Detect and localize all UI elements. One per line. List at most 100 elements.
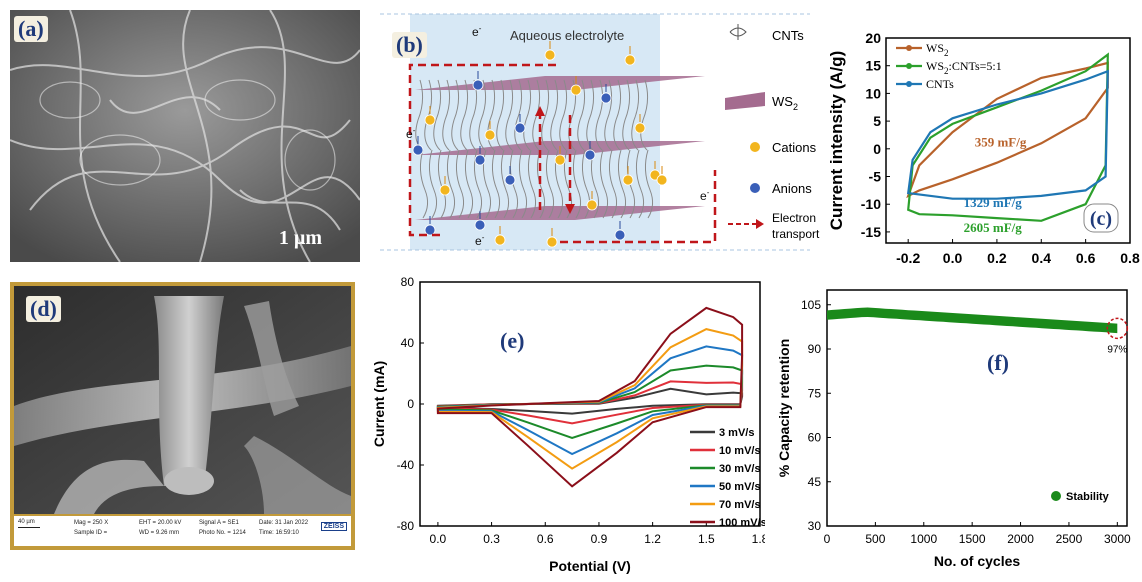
- e-legend-text-2: 30 mV/s: [719, 463, 761, 475]
- panel-label-c: (c): [1083, 203, 1119, 233]
- f-ytick-label-3: 75: [808, 386, 822, 400]
- cnt-strand-b-14: [545, 149, 555, 219]
- cation-0: [424, 114, 436, 126]
- e-ylabel: Current (mA): [371, 361, 387, 447]
- anion-1: [472, 79, 484, 91]
- c-ylabel: Current intensity (A/g): [827, 51, 846, 230]
- anion-legend-icon: [750, 183, 760, 193]
- chart-f: 30 45 60 75 90 105 0 500 1000 1500 2000 2500 3000 No.…: [776, 289, 1131, 569]
- f-ytick-label-1: 45: [808, 475, 822, 489]
- cnt-strand-22: [613, 79, 622, 151]
- cation-7: [624, 54, 636, 66]
- c-xtick-label-1: 0.0: [943, 250, 963, 266]
- e-ytick-label-1: -40: [397, 458, 415, 472]
- cation-10: [439, 184, 451, 196]
- chart-e: -80 -40 0 40 80 0.0 0.3 0.6 0.9 1.2 1.5 1.8 Potentia…: [371, 275, 769, 574]
- c-xtick-label-2: 0.2: [987, 250, 1007, 266]
- e-xtick-label-1: 0.3: [483, 532, 500, 546]
- cnt-strand-15: [550, 79, 559, 151]
- scalebar-line: [18, 527, 40, 528]
- cnt-strand-20: [595, 79, 604, 151]
- e-ytick-label-3: 40: [401, 336, 415, 350]
- cnt-strand-b-25: [644, 149, 654, 219]
- cnt-strand-b-12: [527, 149, 537, 219]
- f-ytick-label-2: 60: [808, 431, 822, 445]
- f-ytick-label-0: 30: [808, 519, 822, 533]
- e-xtick-label-2: 0.6: [537, 532, 554, 546]
- c-ytick-label-0: -15: [861, 224, 881, 240]
- c-xtick-label-5: 0.8: [1120, 250, 1140, 266]
- cnt-strand-10: [505, 79, 514, 151]
- cnt-strand-9: [496, 79, 505, 151]
- e-xtick-label-5: 1.5: [698, 532, 715, 546]
- c-series-line-1: [907, 52, 1109, 222]
- c-ytick-label-6: 15: [865, 58, 881, 74]
- ws2-legend-icon: [725, 92, 765, 110]
- cnt-strand-23: [622, 79, 631, 151]
- f-plot-frame: [826, 289, 1128, 527]
- anion-9: [412, 144, 424, 156]
- c-ytick-label-4: 5: [873, 113, 881, 129]
- c-series-line-2: [906, 69, 1109, 200]
- cnt-strand-b-11: [518, 149, 528, 219]
- cnt-strand-b-5: [464, 149, 474, 219]
- f-xtick-label-5: 2500: [1056, 532, 1083, 546]
- sem-texture-d: [14, 286, 351, 514]
- cnt-strand-21: [604, 79, 613, 151]
- panel-label-b: (b): [392, 32, 427, 58]
- c-xtick-label-3: 0.4: [1032, 250, 1052, 266]
- info-mag: Mag = 250 X: [74, 520, 109, 526]
- anion-11: [474, 154, 486, 166]
- electron-label-3: e-: [700, 188, 710, 203]
- f-end-marker-ring: [1106, 317, 1129, 340]
- c-ytick-label-2: -5: [869, 169, 882, 185]
- sem-info-bar: 40 µm Mag = 250 X Sample ID = EHT = 20.0…: [14, 516, 351, 546]
- f-ytick-label-5: 105: [801, 298, 821, 312]
- f-xtick-label-3: 1500: [959, 532, 986, 546]
- e-legend-text-4: 70 mV/s: [719, 499, 761, 511]
- legend-b: CNTs WS2 Cations Anions Electron transpo…: [725, 24, 820, 241]
- f-legend-text: Stability: [1066, 491, 1110, 503]
- anion-12: [504, 174, 516, 186]
- cnt-strand-b-8: [491, 149, 501, 219]
- e-legend-text-5: 100 mV/s: [719, 517, 765, 529]
- info-photo: Photo No. = 1214: [199, 530, 246, 536]
- cnt-strand-b-9: [500, 149, 510, 219]
- info-sample: Sample ID =: [74, 530, 108, 536]
- c-ytick-label-3: 0: [873, 141, 881, 157]
- e-xtick-label-0: 0.0: [430, 532, 447, 546]
- cation-2: [484, 129, 496, 141]
- f-legend-marker: [1051, 491, 1061, 501]
- e-series-line-3: [436, 345, 744, 456]
- schematic-b: Aqueous electrolyte e- e- e- e- CNTs WS2…: [380, 13, 820, 251]
- c-annotation-0: 359 mF/g: [975, 135, 1027, 150]
- chart-c: -15 -10 -5 0 5 10 15 20 -0.2 0.0 0.2 0.4 0.6 0.8 Curre…: [827, 30, 1140, 266]
- legend-cations: Cations: [772, 140, 817, 155]
- cnt-strand-b-1: [428, 149, 438, 219]
- cation-5: [570, 84, 582, 96]
- cation-23: [656, 174, 668, 186]
- f-xtick-label-1: 500: [865, 532, 885, 546]
- info-date: Date: 31 Jan 2022: [259, 520, 309, 526]
- cnt-strand-b-17: [572, 149, 582, 219]
- cnt-strand-16: [559, 79, 568, 151]
- electron-label-4: e-: [475, 233, 485, 248]
- cnt-strand-19: [586, 79, 595, 151]
- c-ytick-label-1: -10: [861, 196, 881, 212]
- e-xlabel: Potential (V): [549, 558, 631, 574]
- f-xlabel: No. of cycles: [934, 553, 1021, 569]
- cnt-strand-3: [442, 79, 451, 151]
- f-end-note: 97%: [1107, 344, 1127, 355]
- info-wd: WD = 9.26 mm: [139, 530, 180, 536]
- cnt-strand-25: [640, 79, 649, 151]
- c-plot-frame: [885, 37, 1131, 244]
- e-xtick-label-4: 1.2: [644, 532, 661, 546]
- panel-label-c-box: [1083, 203, 1119, 233]
- cnt-strand-24: [631, 79, 640, 151]
- cnt-strand-11: [514, 79, 523, 151]
- cation-20: [546, 236, 558, 248]
- legend-cnts: CNTs: [772, 28, 804, 43]
- panel-label-a: (a): [14, 16, 48, 42]
- c-annotation-1: 1329 mF/g: [964, 195, 1023, 210]
- panel-label-f-text: (f): [987, 350, 1009, 375]
